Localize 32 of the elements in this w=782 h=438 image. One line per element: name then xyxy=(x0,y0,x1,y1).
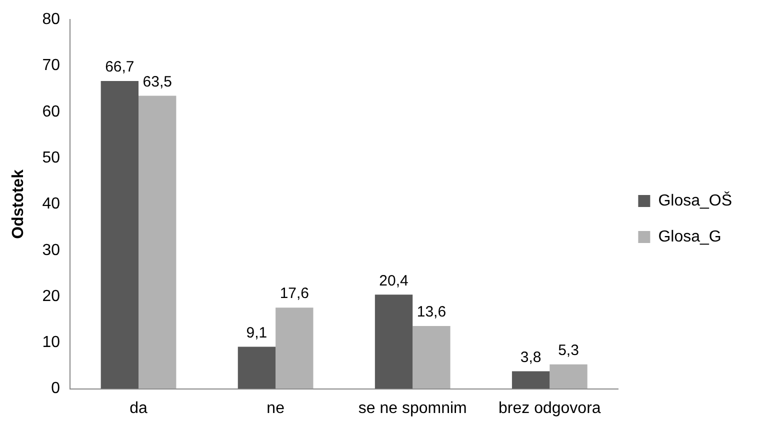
bar xyxy=(276,308,314,389)
bar xyxy=(512,371,550,389)
data-label: 3,8 xyxy=(520,348,542,366)
y-tick-label: 40 xyxy=(42,196,60,213)
data-label: 13,6 xyxy=(416,304,446,321)
bar xyxy=(550,364,588,389)
bar xyxy=(412,326,450,389)
y-tick-label: 0 xyxy=(51,380,60,398)
data-label: 9,1 xyxy=(246,324,268,342)
y-tick-label: 70 xyxy=(42,57,60,74)
y-tick-label: 50 xyxy=(42,149,60,166)
data-label: 17,6 xyxy=(280,285,310,302)
bar xyxy=(238,346,276,389)
data-label: 5,3 xyxy=(558,342,579,359)
x-tick-label: brez odgovora xyxy=(498,400,601,417)
y-tick-label: 30 xyxy=(42,242,60,259)
data-label: 63,5 xyxy=(142,73,172,90)
legend-label: Glosa_OŠ xyxy=(658,191,732,210)
y-axis-title: Odstotek xyxy=(10,169,28,239)
y-tick-label: 80 xyxy=(42,11,60,28)
x-tick-label: ne xyxy=(266,400,285,417)
data-label: 20,4 xyxy=(379,272,408,290)
bar xyxy=(138,96,176,389)
y-tick-label: 10 xyxy=(42,334,60,352)
data-label: 66,7 xyxy=(105,58,134,76)
bar xyxy=(100,80,139,389)
y-tick-label: 60 xyxy=(42,103,60,120)
legend-label: Glosa_G xyxy=(658,228,722,246)
x-tick-label: se ne spomnim xyxy=(358,400,467,417)
bar xyxy=(374,294,413,389)
x-tick-label: da xyxy=(130,400,148,417)
y-tick-label: 20 xyxy=(42,288,60,305)
